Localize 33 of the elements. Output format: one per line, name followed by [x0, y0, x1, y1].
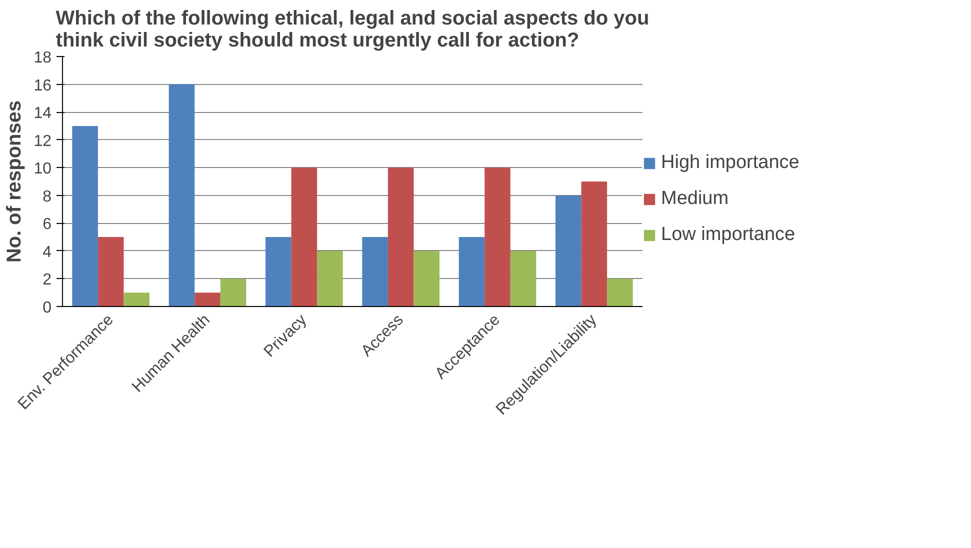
bar: [510, 250, 536, 306]
y-tick-label: 12: [34, 132, 52, 150]
y-tick-label: 4: [42, 244, 52, 261]
bar: [388, 168, 414, 306]
y-tick-label: 14: [34, 105, 52, 122]
legend-label: High importance: [661, 152, 800, 174]
bar: [607, 278, 633, 306]
y-tick-label: 18: [34, 50, 52, 66]
y-axis-title: No. of responses: [4, 100, 26, 263]
bar: [291, 168, 318, 306]
bar: [317, 250, 343, 306]
chart-title: Which of the following ethical, legal and social aspects do you think civil society should most urgently call for action?: [56, 8, 650, 52]
bar: [414, 250, 440, 306]
legend-label: Low importance: [661, 224, 796, 246]
y-tick-label: 2: [42, 272, 52, 289]
bar: [484, 168, 510, 306]
bar: [194, 292, 220, 306]
bar: [220, 278, 246, 306]
y-tick-label: 8: [42, 188, 52, 206]
y-tick-label: 6: [42, 216, 52, 234]
bar: [168, 84, 195, 306]
y-tick-label: 0: [42, 300, 52, 316]
bar: [266, 237, 292, 306]
y-tick-label: 16: [34, 77, 52, 94]
bar: [556, 195, 582, 306]
bar: [362, 237, 388, 306]
bar: [98, 237, 124, 306]
bar: [124, 292, 150, 306]
bar: [581, 182, 608, 306]
bar: [458, 237, 485, 306]
legend-label: Medium: [661, 188, 729, 210]
bar: [72, 126, 98, 306]
y-tick-label: 10: [34, 160, 52, 178]
